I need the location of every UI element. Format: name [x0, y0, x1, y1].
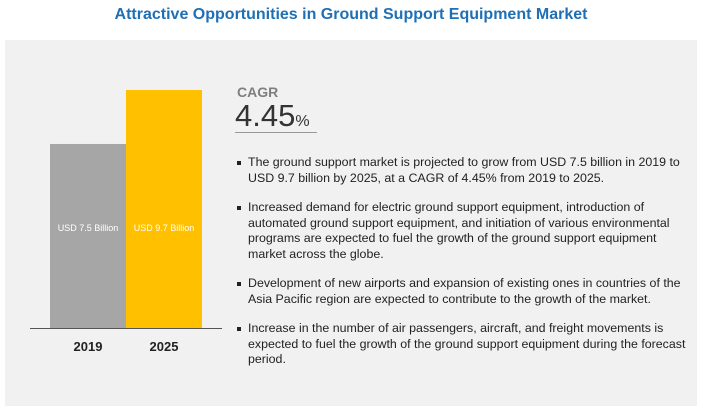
value-label: USD 7.5 Billion — [58, 223, 119, 233]
bar — [50, 143, 126, 328]
value-label: USD 9.7 Billion — [134, 223, 195, 233]
bullet-list: The ground support market is projected t… — [237, 155, 689, 382]
bullet: Development of new airports and expansio… — [237, 276, 689, 307]
x-tick-label: 2025 — [150, 339, 179, 354]
bullet: Increased demand for electric ground sup… — [237, 200, 689, 262]
bullet: The ground support market is projected t… — [237, 155, 689, 186]
cagr-value: 4.45% — [235, 100, 317, 133]
x-tick-label: 2019 — [74, 339, 103, 354]
bar — [126, 90, 202, 328]
cagr-number: 4.45 — [235, 98, 296, 133]
cagr-label: CAGR — [237, 84, 279, 100]
title: Attractive Opportunities in Ground Suppo… — [114, 6, 588, 23]
bullet: Increase in the number of air passengers… — [237, 321, 689, 368]
cagr-unit: % — [295, 113, 310, 130]
